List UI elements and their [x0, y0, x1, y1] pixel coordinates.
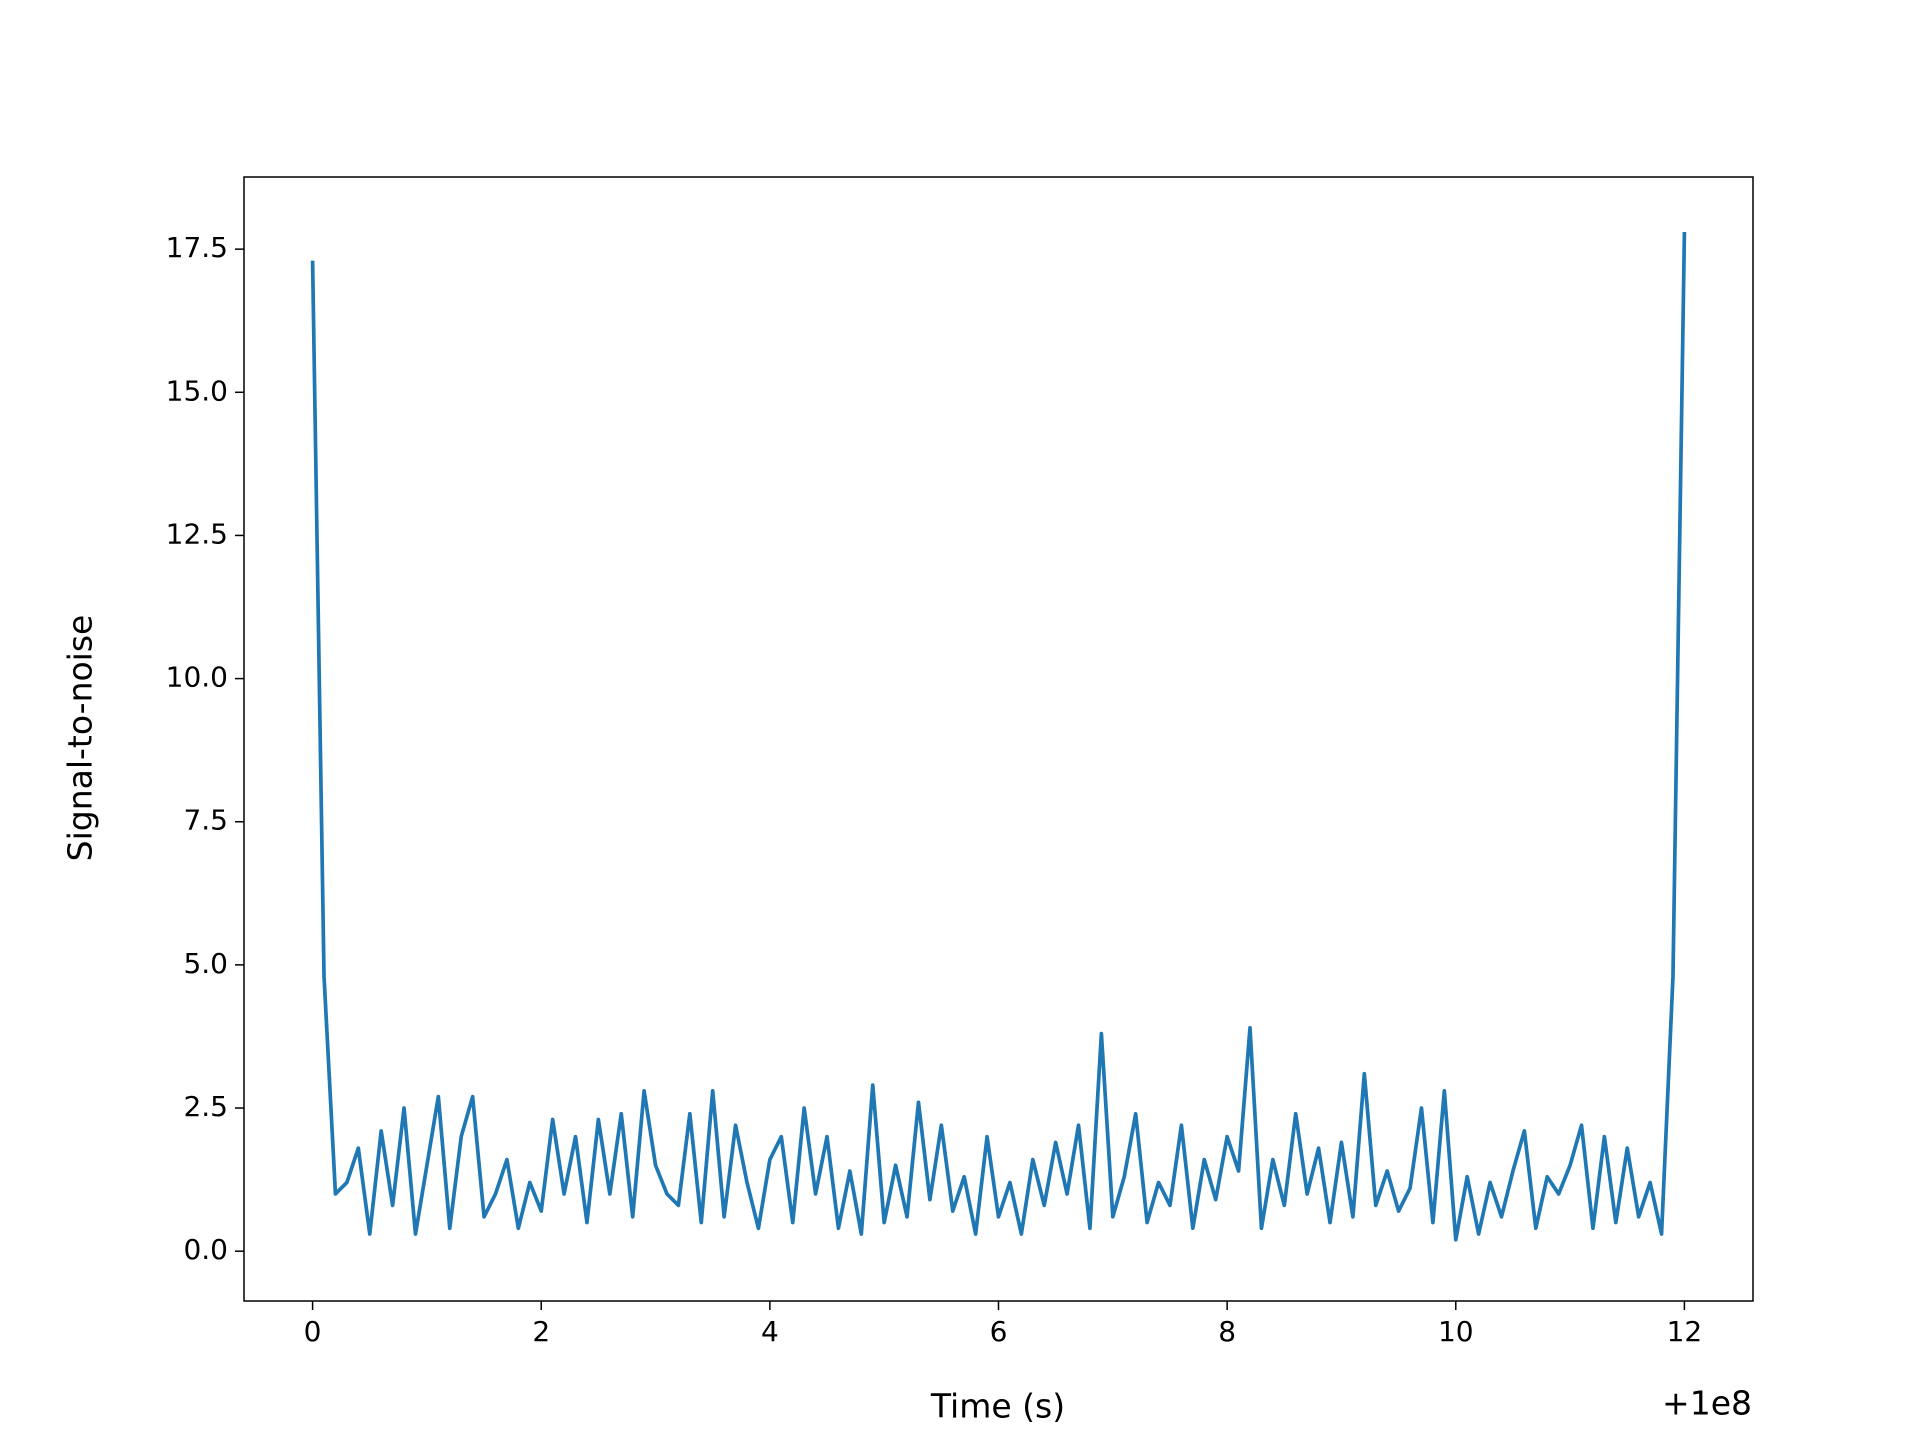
y-tick-label: 17.5	[166, 231, 228, 264]
x-tick-label: 0	[304, 1315, 322, 1348]
x-tick-label: 10	[1438, 1315, 1474, 1348]
y-tick-label: 5.0	[183, 947, 228, 980]
y-tick-label: 15.0	[166, 374, 228, 407]
y-axis-label: Signal-to-noise	[61, 615, 100, 862]
x-tick-label: 8	[1218, 1315, 1236, 1348]
x-tick-label: 4	[761, 1315, 779, 1348]
y-tick-label: 0.0	[183, 1233, 228, 1266]
x-axis-label: Time (s)	[930, 1387, 1065, 1426]
y-tick-label: 2.5	[183, 1090, 228, 1123]
x-tick-label: 6	[990, 1315, 1008, 1348]
x-tick-label: 2	[532, 1315, 550, 1348]
y-tick-label: 10.0	[166, 661, 228, 694]
plot-frame	[243, 176, 1754, 1302]
x-tick-label: 12	[1667, 1315, 1703, 1348]
y-tick-label: 7.5	[183, 804, 228, 837]
x-offset-label: +1e8	[1662, 1384, 1752, 1423]
y-tick-label: 12.5	[166, 517, 228, 550]
data-line	[310, 231, 1687, 1242]
